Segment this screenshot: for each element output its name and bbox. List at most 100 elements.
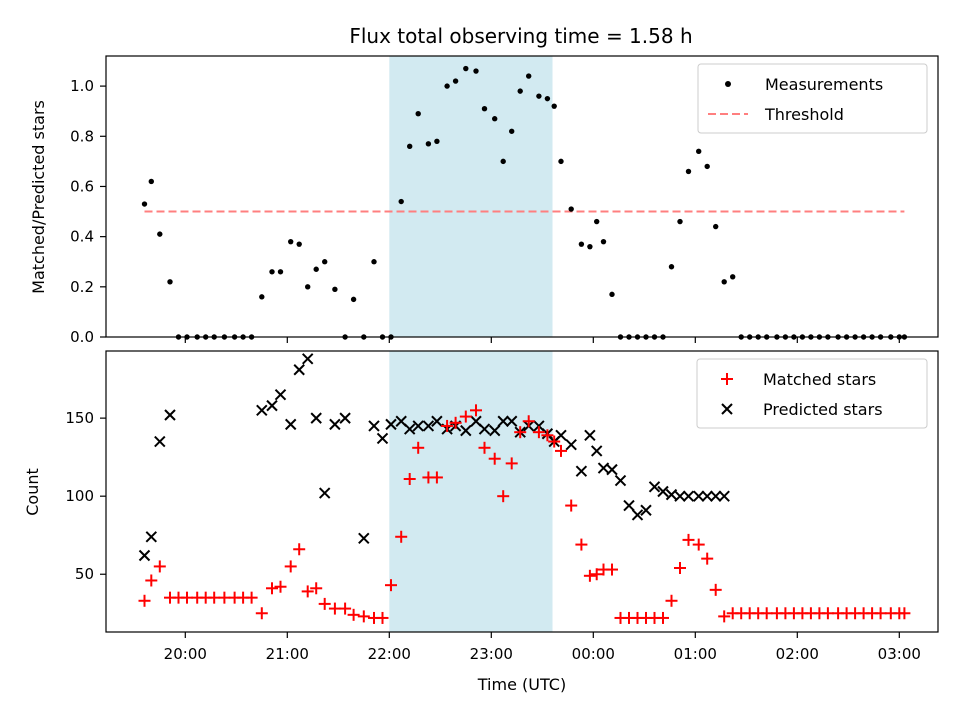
predicted-star-point <box>478 423 491 435</box>
matched-star-point <box>674 561 686 574</box>
predicted-star-point <box>631 509 644 521</box>
measurement-point <box>313 266 319 272</box>
legend-marker-measurements <box>725 81 731 87</box>
measurement-point <box>578 241 585 247</box>
matched-star-point <box>274 580 287 593</box>
measurement-point <box>730 274 736 280</box>
matched-star-point <box>657 611 669 624</box>
predicted-star-point <box>709 490 722 502</box>
measurement-point <box>600 238 607 245</box>
measurement-point <box>452 78 459 84</box>
predicted-star-point <box>597 462 610 474</box>
matched-star-point <box>470 404 482 417</box>
x-axis-label: Time (UTC) <box>477 675 566 694</box>
top-y-tick-label: 1.0 <box>70 77 94 95</box>
measurement-point <box>696 148 702 155</box>
matched-stars-layer <box>138 404 911 624</box>
matched-star-point <box>478 441 491 454</box>
matched-star-point <box>145 574 158 587</box>
measurement-point <box>350 296 357 303</box>
top-y-tick-label: 0.2 <box>70 278 94 296</box>
predicted-star-point <box>682 490 695 502</box>
measurement-point <box>544 95 551 102</box>
matched-star-point <box>385 579 397 592</box>
measurement-point <box>481 105 488 112</box>
matched-star-point <box>760 607 773 620</box>
measurement-point <box>713 223 719 230</box>
matched-star-point <box>218 591 231 604</box>
predicted-star-point <box>293 364 305 376</box>
matched-star-point <box>376 611 389 624</box>
predicted-star-point <box>256 404 268 417</box>
matched-star-point <box>709 583 722 596</box>
matched-star-point <box>339 602 352 615</box>
top-legend: Measurements Threshold <box>697 63 928 134</box>
predicted-star-point <box>284 418 297 431</box>
measurement-point <box>668 264 675 270</box>
measurement-point <box>296 241 302 247</box>
x-tick-label: 00:00 <box>572 645 615 663</box>
measurement-point <box>704 163 710 170</box>
measurement-point <box>415 111 421 117</box>
predicted-star-point <box>145 531 158 543</box>
matched-star-point <box>606 563 618 576</box>
measurement-point <box>398 198 404 205</box>
top-panel: 0.0 0.2 0.4 0.6 0.8 1.0 Matched/Predicted sta… <box>29 55 939 346</box>
measurement-point <box>551 103 557 109</box>
top-plot-frame <box>105 55 939 338</box>
matched-star-point <box>505 457 518 470</box>
measurement-point <box>677 218 683 225</box>
measurement-point <box>463 65 469 72</box>
matched-star-point <box>301 585 314 598</box>
measurement-point <box>558 158 564 165</box>
matched-star-point <box>522 415 535 428</box>
x-tick-label: 02:00 <box>776 645 819 663</box>
bottom-legend-box <box>696 358 928 429</box>
measurement-point <box>492 116 498 122</box>
x-tick-label: 01:00 <box>674 645 717 663</box>
predicted-star-point <box>555 429 567 442</box>
measurement-point <box>509 128 515 134</box>
matched-star-point <box>255 607 268 620</box>
predicted-star-point <box>339 412 351 424</box>
measurement-point <box>594 218 600 225</box>
predicted-star-point <box>701 490 713 502</box>
predicted-star-point <box>318 487 331 499</box>
predicted-star-point <box>138 549 151 562</box>
predicted-star-point <box>665 488 678 501</box>
top-legend-box <box>697 63 928 134</box>
predicted-star-point <box>329 418 341 431</box>
top-y-tick-label: 0.4 <box>70 228 94 246</box>
predicted-star-point <box>614 474 627 487</box>
measurement-point <box>526 73 532 79</box>
predicted-star-point <box>164 409 176 421</box>
predicted-star-point <box>154 435 166 448</box>
matched-star-point <box>565 499 578 512</box>
predicted-star-point <box>431 415 443 427</box>
matched-star-point <box>665 594 678 607</box>
measurement-point <box>425 141 432 147</box>
measurement-point <box>157 231 163 237</box>
measurement-point <box>685 168 692 175</box>
matched-star-point <box>441 419 454 432</box>
predicted-star-point <box>301 353 314 365</box>
matched-star-point <box>412 441 425 454</box>
bottom-highlight-span <box>389 351 553 632</box>
predicted-star-point <box>648 481 661 493</box>
legend-label-predicted: Predicted stars <box>763 400 883 419</box>
measurement-point <box>407 143 413 150</box>
predicted-star-point <box>358 532 370 545</box>
legend-label-measurements: Measurements <box>765 75 883 94</box>
measurement-point <box>444 83 450 89</box>
matched-star-point <box>357 610 370 623</box>
predicted-star-point <box>640 504 652 516</box>
legend-label-matched: Matched stars <box>763 370 876 389</box>
matched-star-point <box>449 416 462 429</box>
matched-star-point <box>138 594 151 607</box>
measurement-point <box>473 68 479 74</box>
bottom-y-tick-label: 100 <box>65 487 94 505</box>
measurement-point <box>587 243 593 250</box>
predicted-star-point <box>505 415 518 427</box>
matched-star-point <box>555 444 567 457</box>
